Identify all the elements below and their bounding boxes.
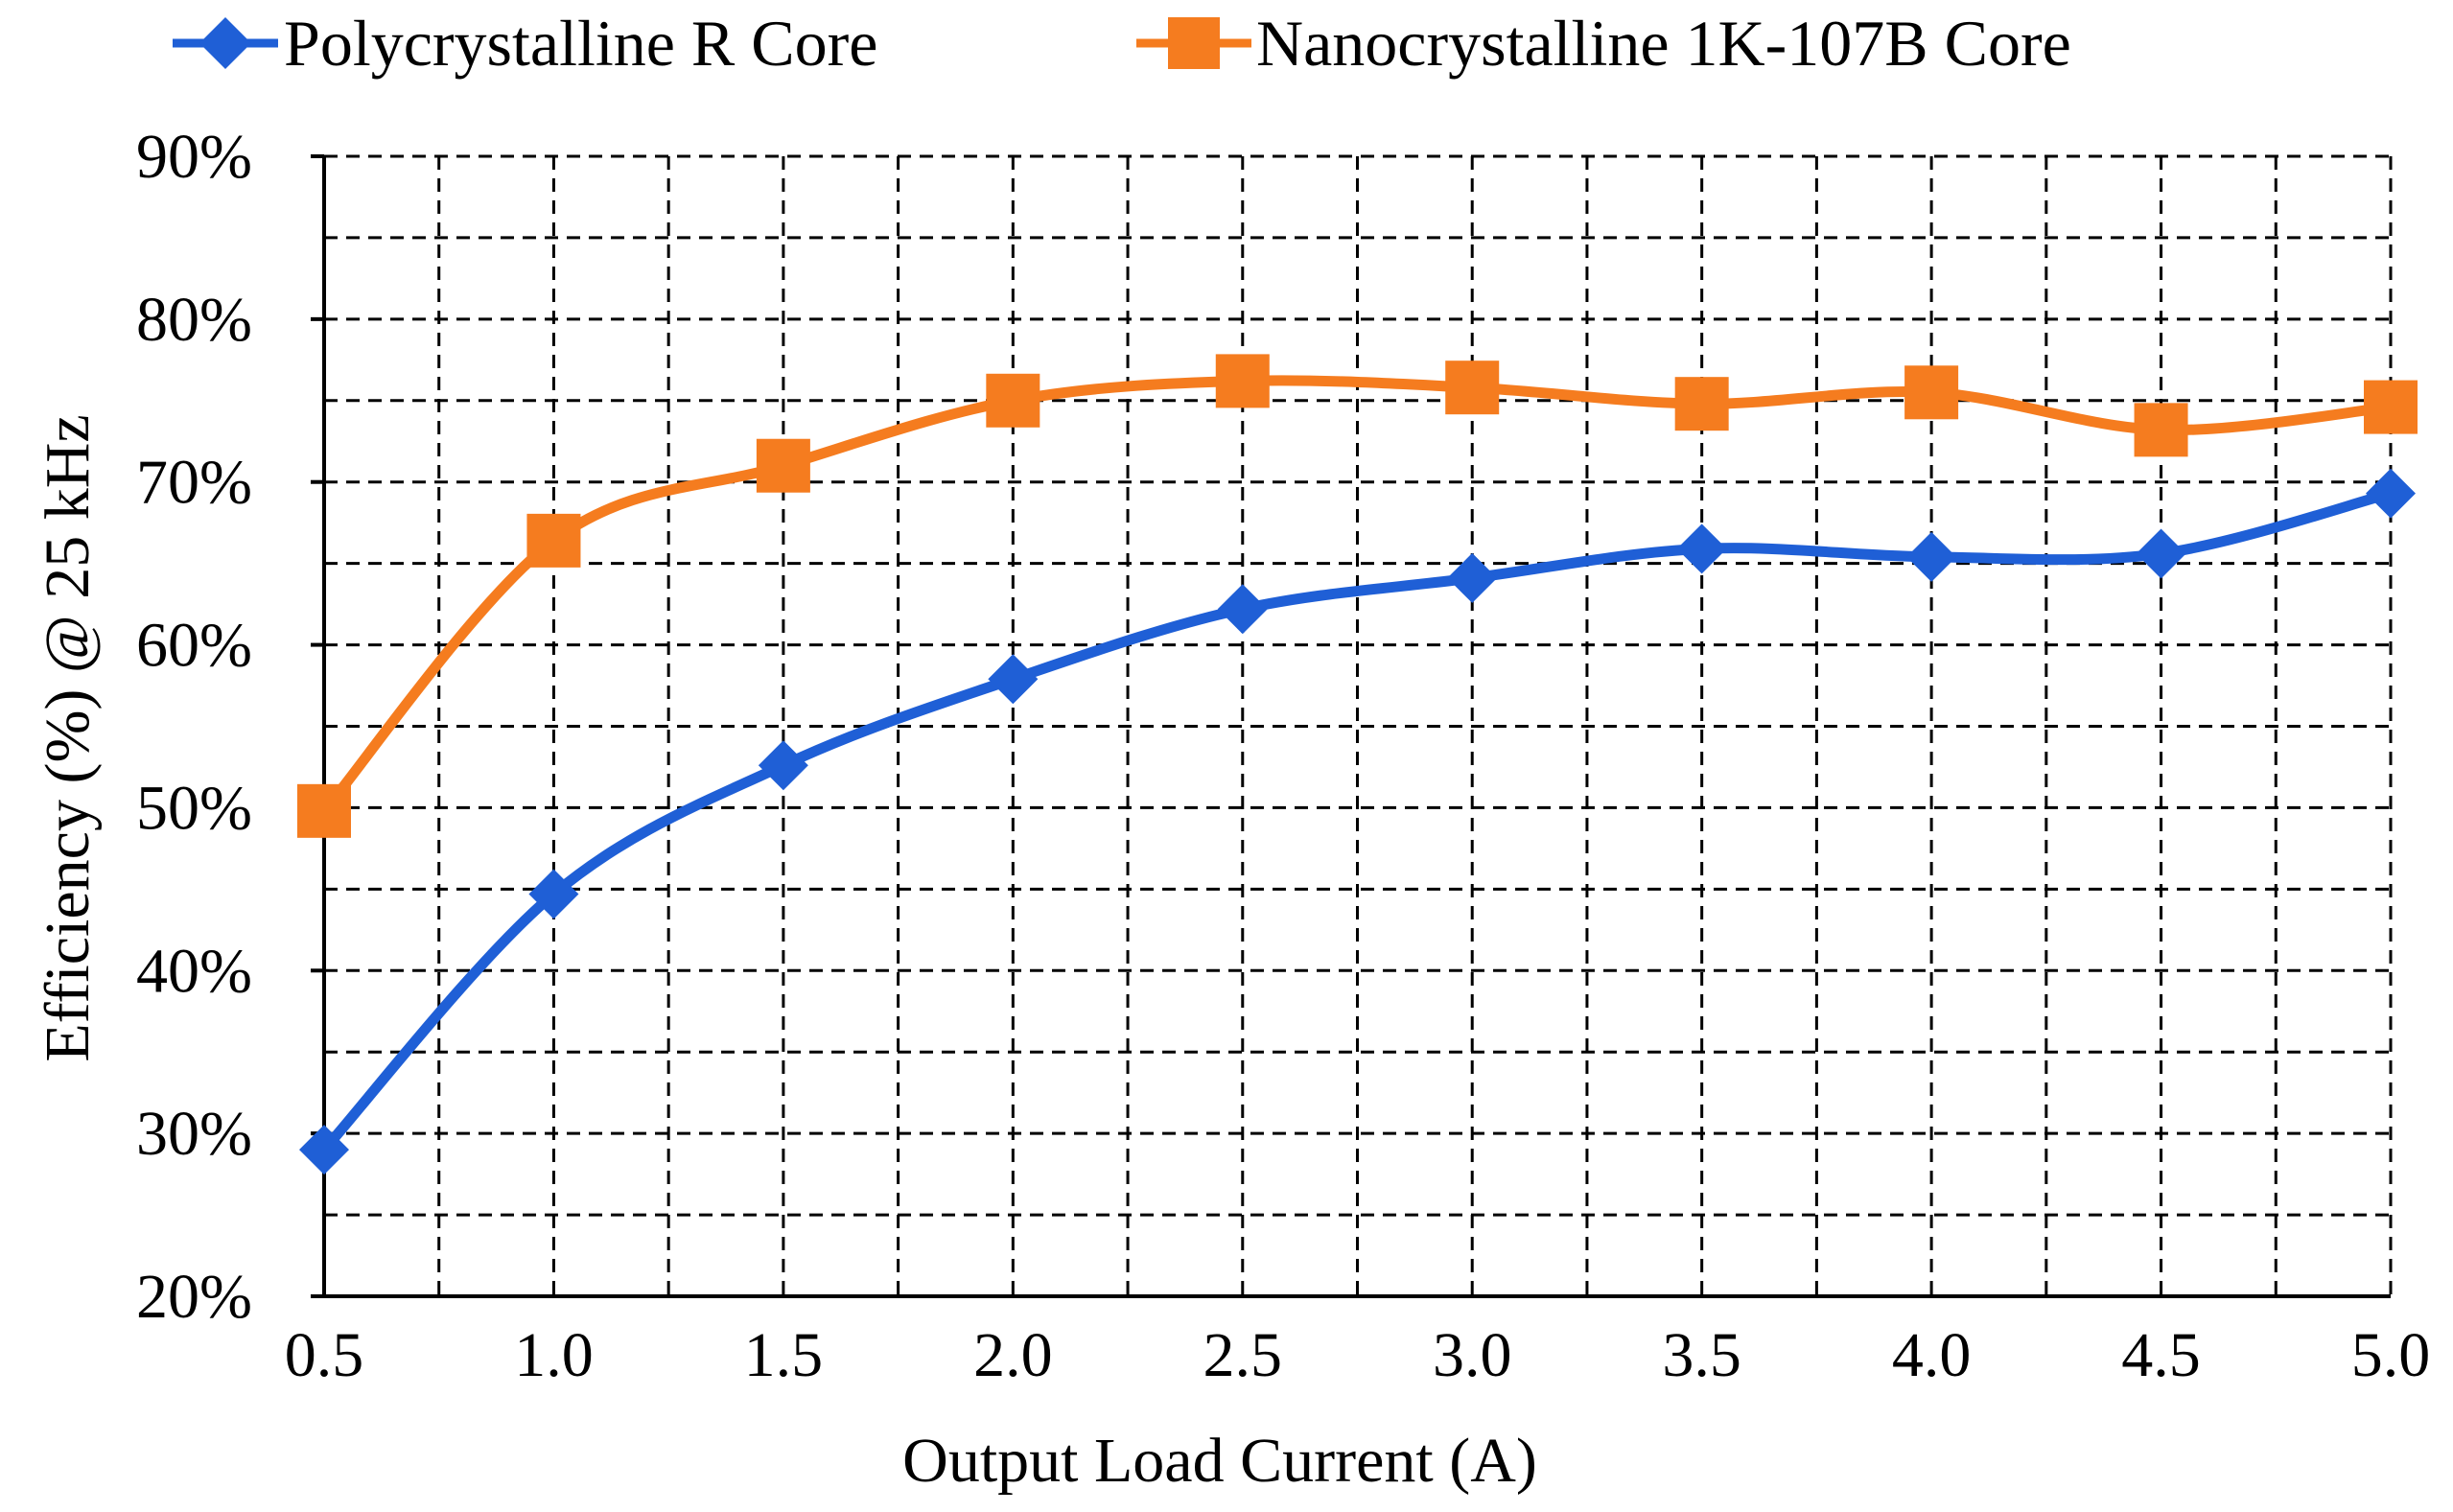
data-point-polycrystalline — [2366, 468, 2416, 519]
x-axis-title: Output Load Current (A) — [902, 1426, 1537, 1496]
data-point-polycrystalline — [1447, 552, 1498, 603]
legend-item-nanocrystalline: Nanocrystalline 1K-107B Core — [1136, 7, 2071, 80]
data-point-polycrystalline — [1676, 523, 1727, 574]
y-tick-label: 40% — [136, 936, 252, 1006]
data-point-nanocrystalline — [2134, 403, 2188, 457]
data-point-nanocrystalline — [986, 373, 1040, 428]
data-point-nanocrystalline — [1904, 365, 1959, 420]
x-tick-label: 4.5 — [2121, 1320, 2201, 1390]
data-point-nanocrystalline — [756, 438, 810, 493]
y-tick-label: 90% — [136, 122, 252, 192]
y-tick-labels: 20% 30% 40% 50% 60% 70% 80% 90% — [136, 122, 252, 1332]
y-tick-label: 60% — [136, 611, 252, 681]
legend-marker-polycrystalline-diamond — [199, 17, 251, 69]
x-tick-label: 1.0 — [514, 1320, 594, 1390]
data-point-polycrystalline — [299, 1125, 349, 1175]
legend-marker-nanocrystalline-square — [1168, 17, 1220, 69]
data-point-nanocrystalline — [1215, 354, 1270, 408]
data-point-polycrystalline — [528, 869, 579, 919]
x-tick-label: 5.0 — [2351, 1320, 2431, 1390]
x-tick-label: 2.0 — [973, 1320, 1053, 1390]
data-point-polycrystalline — [988, 654, 1039, 705]
x-tick-labels: 0.5 1.0 1.5 2.0 2.5 3.0 3.5 4.0 4.5 5.0 — [285, 1320, 2431, 1390]
y-tick-label: 20% — [136, 1262, 252, 1332]
grid — [324, 154, 2393, 1296]
x-tick-label: 3.5 — [1662, 1320, 1741, 1390]
y-tick-label: 30% — [136, 1099, 252, 1169]
data-point-polycrystalline — [1217, 584, 1268, 635]
x-tick-label: 2.5 — [1203, 1320, 1283, 1390]
data-point-nanocrystalline — [2364, 380, 2418, 434]
data-point-polycrystalline — [1906, 531, 1957, 582]
x-tick-label: 3.0 — [1433, 1320, 1512, 1390]
series-line-nanocrystalline — [318, 375, 2396, 817]
y-tick-label: 70% — [136, 448, 252, 518]
data-point-nanocrystalline — [297, 783, 351, 838]
x-tick-label: 1.5 — [744, 1320, 824, 1390]
series-layer — [297, 354, 2418, 1175]
series-polycrystalline — [299, 468, 2416, 1175]
legend-label-polycrystalline: Polycrystalline R Core — [284, 7, 877, 80]
x-tick-label: 4.0 — [1892, 1320, 1972, 1390]
data-point-polycrystalline — [2136, 528, 2186, 579]
legend-item-polycrystalline: Polycrystalline R Core — [173, 7, 877, 80]
series-line-polycrystalline — [318, 488, 2396, 1155]
y-axis-title: Efficiency (%) @ 25 kHz — [33, 414, 103, 1061]
data-point-polycrystalline — [758, 740, 808, 791]
y-tick-label: 80% — [136, 285, 252, 355]
x-tick-label: 0.5 — [285, 1320, 364, 1390]
series-nanocrystalline — [297, 354, 2418, 838]
data-point-nanocrystalline — [526, 513, 581, 568]
data-point-nanocrystalline — [1674, 377, 1729, 431]
legend: Polycrystalline R Core Nanocrystalline 1… — [173, 7, 2071, 80]
legend-label-nanocrystalline: Nanocrystalline 1K-107B Core — [1256, 7, 2071, 80]
data-point-nanocrystalline — [1445, 361, 1500, 415]
y-tick-label: 50% — [136, 773, 252, 843]
